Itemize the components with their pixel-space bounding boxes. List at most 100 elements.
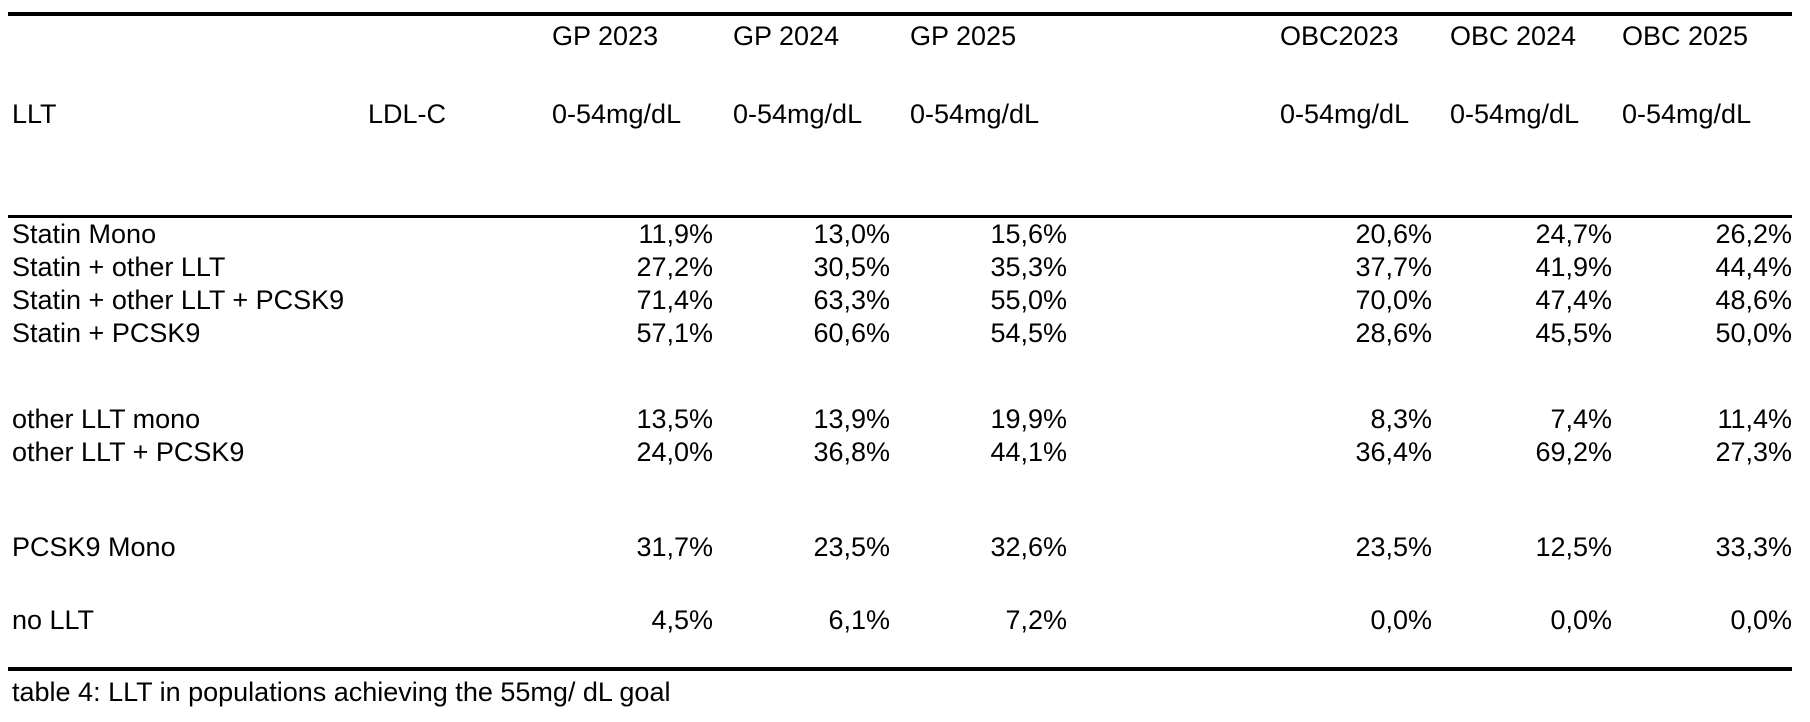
table-row-other-llt-pcsk9: other LLT + PCSK9 24,0% 36,8% 44,1% 36,4… — [8, 436, 1792, 469]
spacer-row — [8, 637, 1792, 669]
value-cell: 63,3% — [813, 284, 890, 315]
col-header-obc-2024: OBC 2024 — [1450, 21, 1577, 51]
row-label: Statin + PCSK9 — [12, 317, 201, 348]
header-gap — [1067, 14, 1280, 86]
row-label: other LLT + PCSK9 — [12, 436, 245, 467]
col-header-gp-2023: GP 2023 — [552, 21, 659, 51]
value-cell: 47,4% — [1535, 284, 1612, 315]
row-label: Statin + other LLT — [12, 251, 226, 282]
row-label: Statin Mono — [8, 214, 368, 251]
value-cell: 57,1% — [636, 317, 713, 348]
value-cell: 13,9% — [813, 403, 890, 434]
value-cell: 12,5% — [1535, 531, 1612, 562]
table-caption: table 4: LLT in populations achieving th… — [12, 676, 671, 707]
row-label: Statin + other LLT + PCSK9 — [12, 284, 345, 315]
value-cell: 70,0% — [1355, 284, 1432, 315]
value-cell: 24,7% — [1432, 214, 1612, 251]
header-row-units: LLT LDL-C 0-54mg/dL 0-54mg/dL 0-54mg/dL … — [8, 86, 1792, 216]
value-cell: 41,9% — [1535, 251, 1612, 282]
col-header-llt: LLT — [12, 99, 57, 129]
gap-cell — [1067, 604, 1280, 637]
value-cell: 13,5% — [636, 403, 713, 434]
value-cell: 33,3% — [1715, 531, 1792, 562]
value-cell: 44,4% — [1715, 251, 1792, 282]
table-row-statin-other-llt-pcsk9: Statin + other LLT + PCSK9 71,4% 63,3% 5… — [8, 284, 1792, 317]
col-header-gp-2024: GP 2024 — [733, 21, 840, 51]
empty-cell — [368, 403, 548, 436]
gap-cell — [1067, 436, 1280, 469]
value-cell: 48,6% — [1715, 284, 1792, 315]
gap-cell — [1067, 251, 1280, 284]
col-subheader-range: 0-54mg/dL — [1280, 99, 1410, 129]
table-row-pcsk9-mono: PCSK9 Mono 31,7% 23,5% 32,6% 23,5% 12,5%… — [8, 531, 1792, 564]
value-cell: 36,4% — [1355, 436, 1432, 467]
value-cell: 0,0% — [1370, 604, 1432, 635]
value-cell: 26,2% — [1612, 214, 1792, 251]
value-cell: 20,6% — [1280, 214, 1432, 251]
value-cell: 54,5% — [990, 317, 1067, 348]
value-cell: 6,1% — [828, 604, 890, 635]
row-label: PCSK9 Mono — [12, 531, 176, 562]
col-subheader-range: 0-54mg/dL — [910, 99, 1040, 129]
empty-cell — [368, 436, 548, 469]
empty-cell — [368, 317, 548, 350]
header-row-groups: GP 2023 GP 2024 GP 2025 OBC2023 OBC 2024… — [8, 14, 1792, 86]
col-header-obc-2025: OBC 2025 — [1622, 21, 1749, 51]
table-row-no-llt: no LLT 4,5% 6,1% 7,2% 0,0% 0,0% 0,0% — [8, 604, 1792, 637]
gap-cell — [1067, 317, 1280, 350]
empty-cell — [368, 214, 548, 251]
value-cell: 28,6% — [1355, 317, 1432, 348]
row-label: other LLT mono — [12, 403, 201, 434]
table-row-statin-mono: Statin Mono 11,9% 13,0% 15,6% 20,6% 24,7… — [8, 214, 1792, 251]
value-cell: 7,4% — [1550, 403, 1612, 434]
value-cell: 23,5% — [1355, 531, 1432, 562]
value-cell: 60,6% — [813, 317, 890, 348]
value-cell: 27,2% — [636, 251, 713, 282]
col-subheader-range: 0-54mg/dL — [552, 99, 682, 129]
value-cell: 50,0% — [1715, 317, 1792, 348]
value-cell: 32,6% — [990, 531, 1067, 562]
header-empty — [8, 14, 368, 86]
gap-cell — [1067, 531, 1280, 564]
value-cell: 44,1% — [990, 436, 1067, 467]
value-cell: 55,0% — [990, 284, 1067, 315]
col-header-gp-2025: GP 2025 — [910, 21, 1017, 51]
header-empty — [368, 14, 548, 86]
value-cell: 36,8% — [813, 436, 890, 467]
header-gap — [1067, 86, 1280, 216]
value-cell: 7,2% — [1005, 604, 1067, 635]
value-cell: 4,5% — [651, 604, 713, 635]
value-cell: 19,9% — [990, 403, 1067, 434]
value-cell: 45,5% — [1535, 317, 1612, 348]
llt-table: GP 2023 GP 2024 GP 2025 OBC2023 OBC 2024… — [8, 12, 1792, 671]
value-cell: 23,5% — [813, 531, 890, 562]
value-cell: 0,0% — [1730, 604, 1792, 635]
value-cell: 13,0% — [713, 214, 890, 251]
value-cell: 71,4% — [636, 284, 713, 315]
value-cell: 27,3% — [1715, 436, 1792, 467]
empty-cell — [368, 251, 548, 284]
value-cell: 37,7% — [1355, 251, 1432, 282]
col-header-ldl-c: LDL-C — [368, 99, 447, 129]
value-cell: 35,3% — [990, 251, 1067, 282]
empty-cell — [368, 284, 548, 317]
gap-cell — [1067, 214, 1280, 251]
value-cell: 24,0% — [636, 436, 713, 467]
row-label: no LLT — [12, 604, 95, 635]
col-subheader-range: 0-54mg/dL — [733, 99, 863, 129]
value-cell: 0,0% — [1550, 604, 1612, 635]
empty-cell — [368, 531, 548, 564]
spacer-row — [8, 469, 1792, 531]
empty-cell — [368, 604, 548, 637]
spacer-row — [8, 564, 1792, 604]
gap-cell — [1067, 284, 1280, 317]
col-subheader-range: 0-54mg/dL — [1622, 99, 1752, 129]
value-cell: 15,6% — [890, 214, 1067, 251]
col-header-obc-2023: OBC2023 — [1280, 21, 1399, 51]
table-row-other-llt-mono: other LLT mono 13,5% 13,9% 19,9% 8,3% 7,… — [8, 403, 1792, 436]
col-subheader-range: 0-54mg/dL — [1450, 99, 1580, 129]
value-cell: 8,3% — [1370, 403, 1432, 434]
value-cell: 11,4% — [1717, 403, 1792, 434]
value-cell: 11,9% — [548, 214, 713, 251]
